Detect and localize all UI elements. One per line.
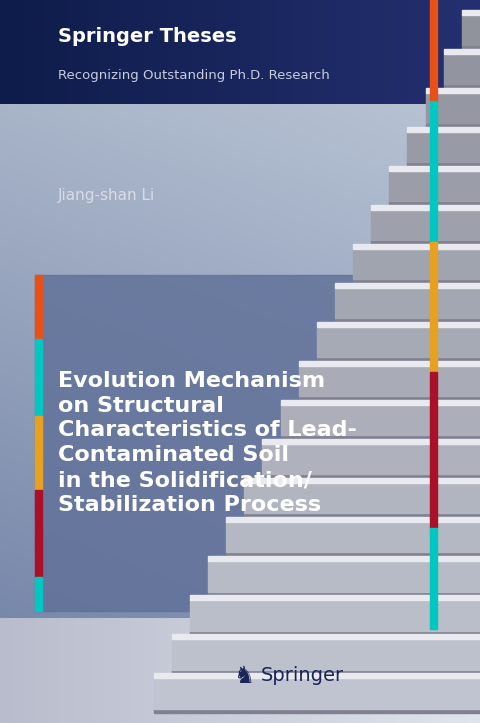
Bar (280, 435, 480, 440)
Bar (426, 93, 480, 123)
Bar (426, 123, 480, 127)
Bar (335, 288, 480, 318)
Bar (371, 240, 480, 244)
Bar (226, 552, 480, 557)
Bar (154, 678, 480, 709)
Bar (35, 338, 42, 416)
Bar (430, 528, 437, 629)
Text: ♞: ♞ (234, 664, 255, 688)
Bar (335, 283, 480, 288)
Bar (208, 561, 480, 591)
Text: Springer: Springer (261, 667, 344, 685)
Bar (408, 127, 480, 132)
Bar (353, 249, 480, 279)
Bar (263, 474, 480, 479)
Bar (317, 322, 480, 327)
Text: Jiang-shan Li: Jiang-shan Li (58, 188, 155, 202)
Bar (317, 327, 480, 357)
Bar (430, 242, 437, 372)
Bar (226, 518, 480, 522)
Text: Springer Theses: Springer Theses (58, 27, 236, 46)
Bar (244, 483, 480, 513)
Bar (371, 210, 480, 240)
Bar (408, 162, 480, 166)
Bar (353, 279, 480, 283)
Bar (462, 10, 480, 14)
Text: Evolution Mechanism
on Structural
Characteristics of Lead-
Contaminated Soil
in : Evolution Mechanism on Structural Charac… (58, 371, 357, 515)
Bar (35, 275, 451, 611)
Bar (444, 84, 480, 88)
Text: Recognizing Outstanding Ph.D. Research: Recognizing Outstanding Ph.D. Research (58, 69, 329, 82)
Bar (408, 132, 480, 162)
Bar (172, 669, 480, 674)
Bar (280, 405, 480, 435)
Bar (154, 674, 480, 678)
Bar (430, 101, 437, 242)
Bar (299, 396, 480, 401)
Bar (35, 490, 42, 577)
Bar (444, 49, 480, 54)
Bar (426, 88, 480, 93)
Bar (430, 372, 437, 528)
Bar (444, 54, 480, 84)
Bar (190, 600, 480, 630)
Bar (299, 362, 480, 366)
Bar (208, 557, 480, 561)
Bar (172, 635, 480, 639)
Bar (226, 522, 480, 552)
Bar (190, 596, 480, 600)
Bar (371, 205, 480, 210)
Bar (462, 14, 480, 45)
Bar (263, 440, 480, 444)
Bar (172, 639, 480, 669)
Bar (389, 171, 480, 201)
Bar (190, 630, 480, 635)
Bar (299, 366, 480, 396)
Bar (335, 318, 480, 322)
Bar (389, 166, 480, 171)
Bar (208, 591, 480, 596)
Bar (430, 0, 437, 101)
Bar (280, 401, 480, 405)
Bar (389, 201, 480, 205)
Bar (462, 45, 480, 49)
Bar (154, 709, 480, 712)
Bar (244, 513, 480, 518)
Bar (244, 479, 480, 483)
Bar (35, 416, 42, 490)
Bar (35, 275, 42, 338)
Bar (35, 577, 42, 611)
Bar (317, 357, 480, 362)
Bar (353, 244, 480, 249)
Bar (263, 444, 480, 474)
